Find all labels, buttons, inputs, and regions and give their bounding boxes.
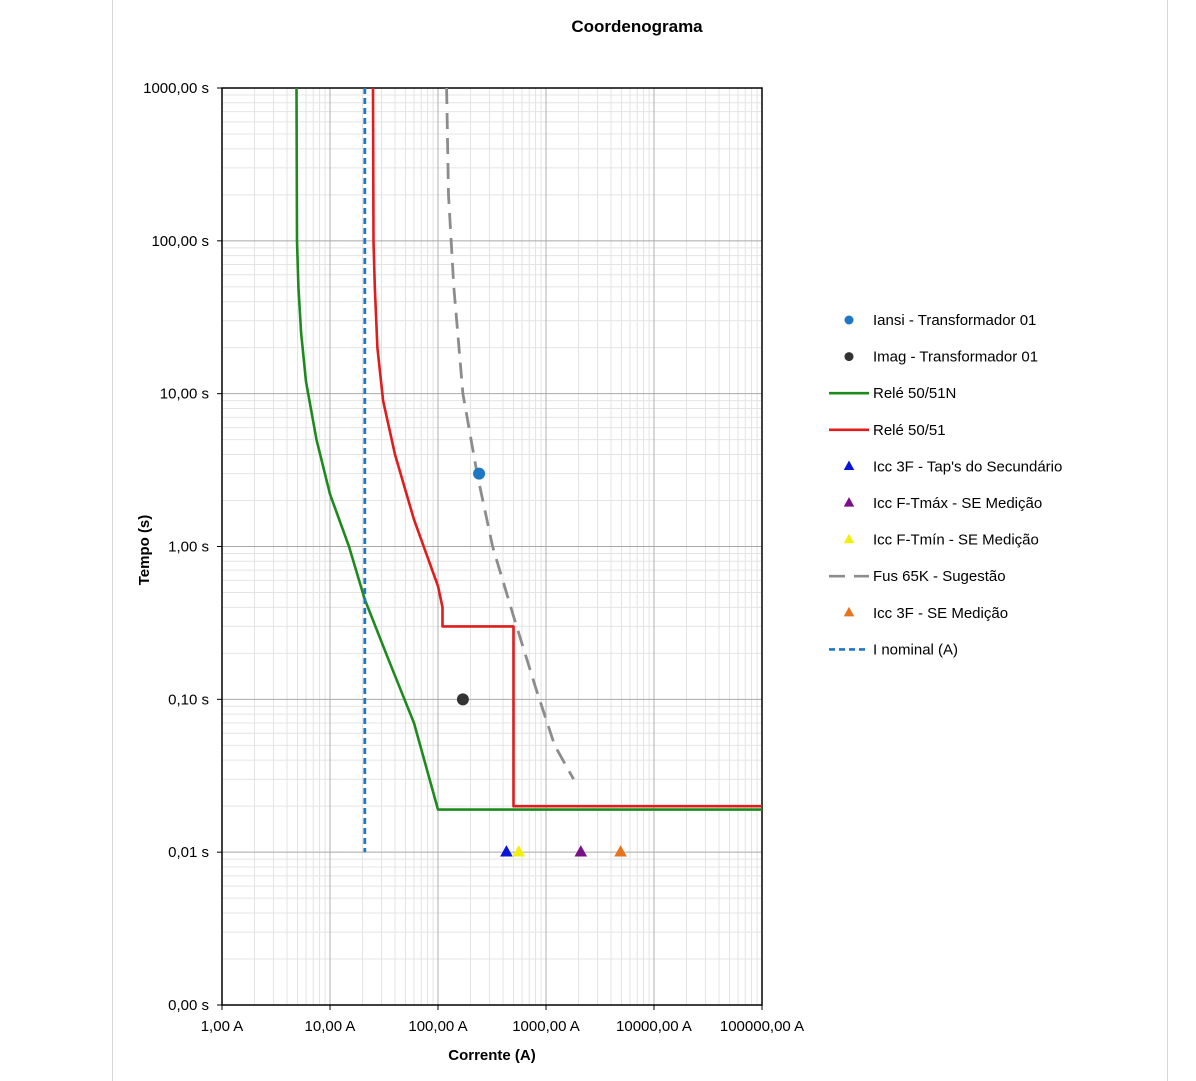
series-marker [456,693,469,706]
legend-label: Icc 3F - Tap's do Secundário [873,458,1062,475]
y-tick-label: 1000,00 s [143,80,209,97]
legend-marker [843,460,855,471]
y-axis-title: Tempo (s) [136,515,153,586]
legend-label: Iansi - Transformador 01 [873,312,1036,329]
y-tick-label: 0,10 s [168,691,209,708]
x-tick-label: 10,00 A [305,1018,356,1035]
legend-label: Icc F-Tmáx - SE Medição [873,495,1042,512]
series-marker [574,845,588,857]
y-tick-label: 100,00 s [151,233,209,250]
chart-title: Coordenograma [571,17,703,36]
legend-label: Icc 3F - SE Medição [873,605,1008,622]
x-tick-label: 1000,00 A [512,1018,580,1035]
series-marker [500,845,513,857]
legend-label: I nominal (A) [873,641,958,658]
legend-marker [843,497,855,507]
legend-marker [843,606,855,617]
series-marker [614,845,627,857]
series-marker [512,845,526,857]
y-tick-label: 0,01 s [168,844,209,861]
legend-marker [844,352,854,362]
x-tick-label: 100,00 A [408,1018,467,1035]
x-tick-label: 1,00 A [201,1018,244,1035]
x-tick-label: 100000,00 A [720,1018,804,1035]
page-frame [112,0,1168,1081]
y-tick-label: 10,00 s [160,386,209,403]
legend-marker [844,315,854,325]
legend: Iansi - Transformador 01 Imag - Transform… [829,312,1062,658]
x-axis-title: Corrente (A) [448,1047,536,1064]
series-layer [295,87,762,857]
legend-label: Imag - Transformador 01 [873,349,1038,366]
series-line [295,87,762,811]
legend-marker [843,533,855,544]
series-marker [473,467,486,480]
series-line [445,87,575,780]
x-tick-label: 10000,00 A [616,1018,692,1035]
legend-label: Fus 65K - Sugestão [873,568,1006,585]
series-line [371,87,762,808]
y-tick-label: 0,00 s [168,997,209,1014]
legend-label: Relé 50/51N [873,385,956,402]
legend-label: Icc F-Tmín - SE Medição [873,532,1039,549]
legend-label: Relé 50/51 [873,422,946,439]
y-tick-label: 1,00 s [168,539,209,556]
y-axis-ticks: 0,00 s 0,01 s 0,10 s 1,00 s 10,00 s 100,00 s 1… [143,80,222,1014]
x-axis-ticks: 1,00 A 10,00 A 100,00 A 1000,00 A 10000,00 A… [201,1005,804,1035]
